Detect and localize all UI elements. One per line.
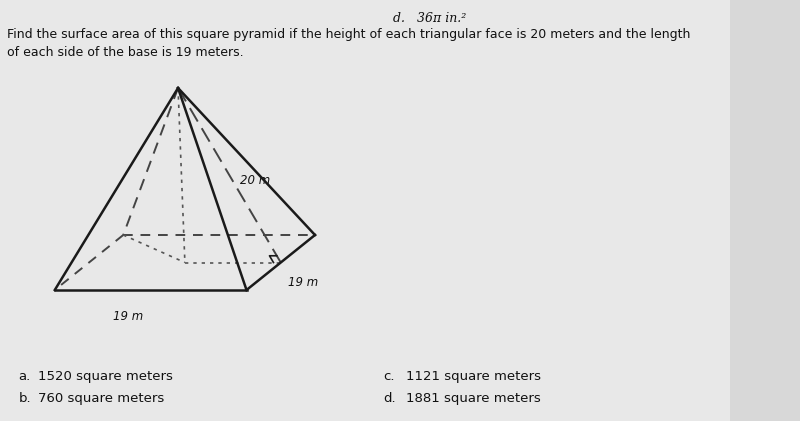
Text: 760 square meters: 760 square meters [38, 392, 165, 405]
Text: 1881 square meters: 1881 square meters [406, 392, 541, 405]
Text: of each side of the base is 19 meters.: of each side of the base is 19 meters. [7, 46, 244, 59]
Text: d.: d. [383, 392, 396, 405]
Text: b.: b. [18, 392, 31, 405]
Text: Find the surface area of this square pyramid if the height of each triangular fa: Find the surface area of this square pyr… [7, 28, 690, 41]
Text: 1520 square meters: 1520 square meters [38, 370, 174, 383]
Text: 1121 square meters: 1121 square meters [406, 370, 542, 383]
Text: a.: a. [18, 370, 30, 383]
Text: c.: c. [383, 370, 395, 383]
Text: 19 m: 19 m [113, 310, 143, 323]
Text: 20 m: 20 m [240, 174, 270, 187]
Text: 19 m: 19 m [288, 276, 318, 289]
Text: d.   36π in.²: d. 36π in.² [393, 12, 466, 25]
